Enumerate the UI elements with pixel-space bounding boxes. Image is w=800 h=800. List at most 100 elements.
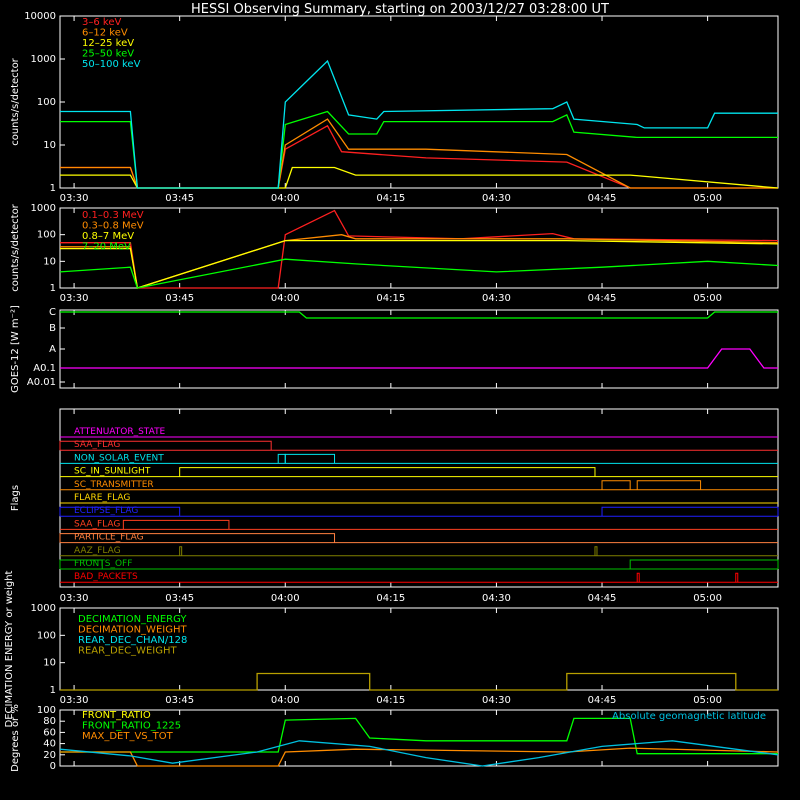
flag-on-segment — [179, 467, 596, 477]
legend-entry: 25–50 keV — [82, 49, 134, 60]
x-tick-label: 03:30 — [60, 293, 89, 304]
y-axis-label: counts/s/detector — [10, 57, 21, 145]
x-tick-label: 04:45 — [588, 293, 617, 304]
flag-on-segment — [59, 506, 181, 517]
y-tick-label: 1000 — [31, 603, 56, 614]
series-line — [60, 348, 778, 369]
legend-entry: 3–6 keV — [82, 17, 121, 28]
y-tick-label: 1000 — [31, 54, 56, 65]
x-tick-label: 05:00 — [693, 293, 722, 304]
legend-entry: MAX_DET_VS_TOT — [82, 731, 174, 742]
legend-entry: REAR_DEC_WEIGHT — [78, 646, 177, 657]
y-tick-label: 1 — [50, 685, 56, 696]
y-tick-label: 40 — [43, 739, 56, 750]
x-tick-label: 04:15 — [376, 193, 405, 204]
legend-entry: 7–20 MeV — [82, 242, 131, 253]
y-tick-label: B — [49, 323, 56, 334]
chart-title: HESSI Observing Summary, starting on 200… — [191, 2, 609, 17]
y-tick-label: 10 — [43, 658, 56, 669]
legend-entry: Absolute geomagnetic latitude — [612, 711, 766, 722]
y-tick-label: 0 — [50, 761, 56, 772]
legend-entry: FRONT_RATIO — [82, 710, 151, 721]
series-line — [60, 118, 778, 189]
x-tick-label: 03:30 — [60, 593, 89, 604]
legend-entry: 12–25 keV — [82, 38, 134, 49]
y-tick-label: 10000 — [24, 11, 56, 22]
x-tick-label: 04:30 — [482, 695, 511, 706]
flag-label: ATTENUATOR_STATE — [74, 427, 166, 437]
panel-frame-2 — [59, 207, 779, 289]
flag-on-segment — [284, 453, 336, 464]
x-tick-label: 04:00 — [271, 293, 300, 304]
flag-on-segment — [735, 572, 739, 583]
flag-label: AAZ_FLAG — [74, 546, 121, 556]
y-tick-label: 100 — [37, 630, 56, 641]
flag-on-segment — [601, 480, 631, 490]
flag-on-segment — [277, 453, 286, 464]
panel-frame-4 — [59, 408, 779, 588]
x-tick-label: 03:45 — [165, 193, 194, 204]
series-line — [59, 258, 779, 289]
x-tick-label: 03:45 — [165, 695, 194, 706]
series-line — [60, 672, 778, 691]
y-tick-label: C — [49, 307, 56, 318]
flag-on-segment — [594, 546, 598, 556]
flag-on-segment — [601, 506, 779, 517]
y-tick-label: 10 — [43, 256, 56, 267]
x-tick-label: 04:00 — [271, 193, 300, 204]
y-axis-label: Flags — [10, 485, 21, 511]
flag-label: SAA_FLAG — [74, 519, 120, 529]
y-tick-label: 80 — [43, 716, 56, 727]
x-tick-label: 03:45 — [165, 293, 194, 304]
flag-label: SC_TRANSMITTER — [74, 480, 154, 490]
flag-label: SC_IN_SUNLIGHT — [74, 467, 151, 477]
legend-entry: DECIMATION_ENERGY — [78, 614, 187, 625]
legend-entry: REAR_DEC_CHAN/128 — [78, 635, 187, 646]
y-tick-label: A0.1 — [33, 363, 56, 374]
legend-entry: 0.1–0.3 MeV — [82, 210, 144, 221]
x-tick-label: 04:45 — [588, 695, 617, 706]
x-tick-label: 04:45 — [588, 193, 617, 204]
flag-on-segment — [179, 546, 183, 556]
x-tick-label: 05:00 — [693, 193, 722, 204]
y-tick-label: A — [49, 344, 56, 355]
panel-frame-6 — [59, 709, 779, 767]
flag-label: PARTICLE_FLAG — [74, 533, 144, 543]
legend-entry: 50–100 keV — [82, 59, 141, 70]
flag-on-segment — [629, 559, 779, 569]
flag-label: BAD_PACKETS — [74, 572, 138, 582]
x-tick-label: 04:15 — [376, 593, 405, 604]
x-tick-label: 04:00 — [271, 695, 300, 706]
legend-entry: 0.3–0.8 MeV — [82, 221, 144, 232]
flag-label: SAA_FLAG — [74, 440, 120, 450]
x-tick-label: 03:30 — [60, 193, 89, 204]
flag-on-segment — [59, 440, 272, 451]
flag-label: FRONTS_OFF — [74, 559, 132, 569]
legend-entry: DECIMATION_WEIGHT — [78, 625, 187, 636]
x-tick-label: 04:15 — [376, 293, 405, 304]
x-tick-label: 04:15 — [376, 695, 405, 706]
y-tick-label: 10 — [43, 140, 56, 151]
flag-label: FLARE_FLAG — [74, 493, 130, 503]
flag-on-segment — [636, 572, 640, 583]
legend-entry: 0.8–7 MeV — [82, 231, 134, 242]
flag-on-segment — [122, 519, 230, 530]
series-line — [60, 311, 778, 319]
x-tick-label: 04:30 — [482, 593, 511, 604]
legend-entry: FRONT_RATIO_1225 — [82, 721, 181, 732]
y-axis-label: counts/s/detector — [10, 203, 21, 291]
y-axis-label: GOES-12 [W m⁻²] — [10, 305, 21, 393]
y-tick-label: 20 — [43, 750, 56, 761]
x-tick-label: 03:45 — [165, 593, 194, 604]
y-tick-label: 100 — [37, 230, 56, 241]
y-tick-label: 100 — [37, 97, 56, 108]
y-tick-label: 60 — [43, 727, 56, 738]
panel-frame-3 — [59, 309, 779, 389]
series-line — [60, 747, 779, 767]
x-tick-label: 05:00 — [693, 593, 722, 604]
series-line — [60, 239, 779, 289]
x-tick-label: 04:30 — [482, 293, 511, 304]
series-line — [60, 59, 778, 189]
x-tick-label: 03:30 — [60, 695, 89, 706]
